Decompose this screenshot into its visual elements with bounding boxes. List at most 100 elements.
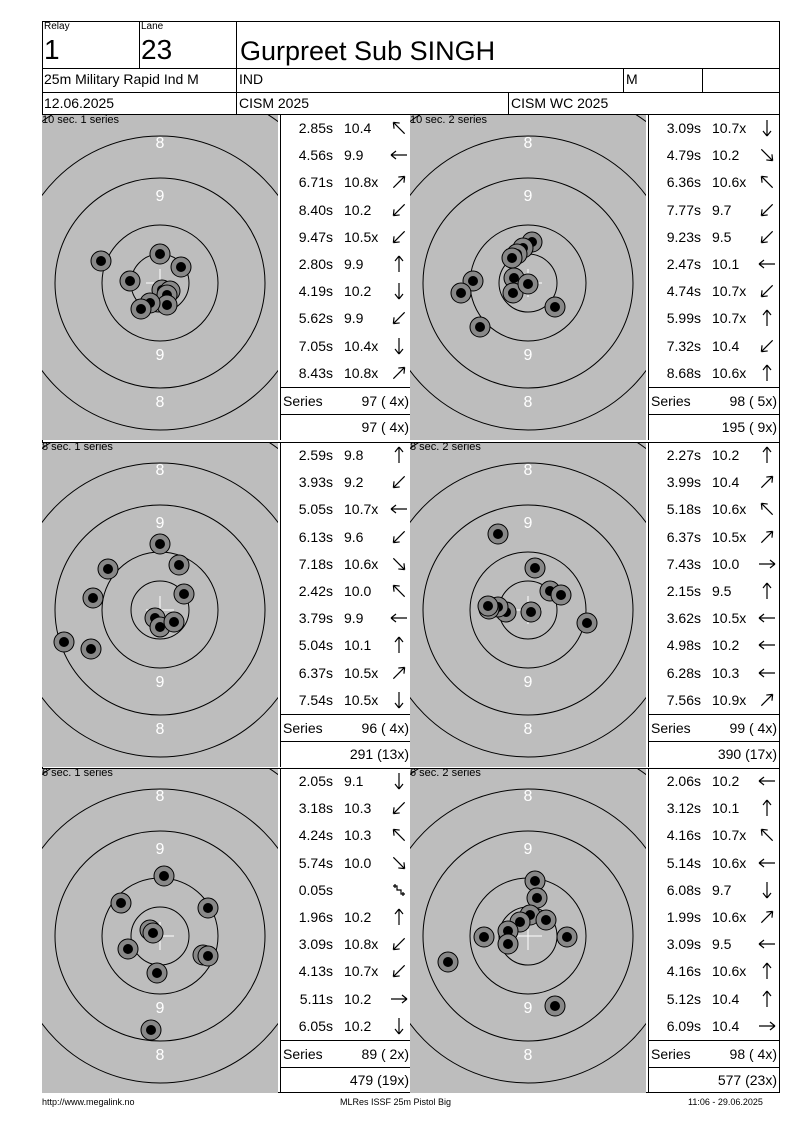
- direction-arrow-icon: [760, 339, 774, 352]
- shot-row: 6.09s 10.4: [657, 1013, 779, 1040]
- direction-arrow-icon: [760, 503, 774, 516]
- shot-time: 6.37s: [666, 528, 701, 545]
- ring-9: [54, 830, 266, 1042]
- ring-8: [42, 462, 278, 758]
- target-panel: 8 9 9 8 10 sec. 2 series: [410, 114, 646, 440]
- shot-time: 7.43s: [666, 555, 701, 572]
- direction-arrow-icon: [392, 829, 406, 842]
- shot-time: 3.09s: [298, 936, 333, 953]
- shot-time: 5.62s: [298, 310, 333, 327]
- ring-label: 8: [524, 394, 533, 411]
- shot-time: 2.05s: [298, 773, 333, 789]
- series-total: 96 ( 4x): [361, 720, 409, 736]
- footer-center: MLRes ISSF 25m Pistol Big: [340, 1097, 452, 1107]
- shot-hit: [544, 995, 566, 1017]
- shot-hit: [524, 870, 546, 892]
- shot-time: 9.47s: [298, 228, 333, 245]
- shot-time: 7.56s: [666, 691, 701, 708]
- target-panel: 8 9 9 8 6 sec. 1 series: [42, 767, 278, 1093]
- shot-row: 7.18s 10.6x: [289, 551, 411, 578]
- direction-arrow-icon: [392, 856, 406, 869]
- shot-score: 10.7x: [712, 310, 747, 327]
- ring-label: 9: [156, 347, 165, 364]
- shot-time: 6.28s: [666, 664, 701, 681]
- shot-row: 6.13s 9.6: [289, 524, 411, 551]
- series-label: Series: [651, 720, 691, 736]
- direction-arrow-icon: [762, 364, 772, 381]
- shot-time: 7.18s: [298, 555, 333, 572]
- header-divider-1: [42, 68, 780, 69]
- running-total: 390 (17x): [717, 746, 777, 763]
- shot-hit: [173, 583, 195, 605]
- shot-score: 10.8x: [344, 936, 379, 953]
- shot-time: 4.24s: [298, 827, 333, 844]
- shot-score: 10.0: [344, 854, 372, 871]
- shot-hit: [149, 533, 171, 555]
- shot-time: 7.05s: [298, 337, 333, 354]
- series-label: Series: [651, 393, 691, 409]
- shot-time: 2.06s: [666, 773, 701, 789]
- shot-time: 9.23s: [666, 228, 701, 245]
- shot-score: 10.6x: [712, 854, 747, 871]
- ring-label: 8: [524, 462, 533, 479]
- direction-arrow-icon: [392, 965, 406, 978]
- shot-hit: [80, 638, 102, 660]
- series-total: 97 ( 4x): [361, 393, 409, 409]
- shot-row: 3.99s 10.4: [657, 469, 779, 496]
- ring-label: 9: [156, 674, 165, 691]
- shot-time: 5.12s: [666, 990, 701, 1007]
- shot-time: 5.11s: [299, 990, 333, 1007]
- target-svg: 8 9 9 8: [410, 768, 646, 1084]
- shot-row: 3.18s 10.3: [289, 795, 411, 822]
- shot-score: 10.6x: [712, 364, 747, 381]
- shot-row: 7.77s 9.7: [657, 197, 779, 224]
- ring-label: 8: [524, 721, 533, 738]
- shot-row: 3.79s 9.9: [289, 605, 411, 632]
- shot-hit: [526, 887, 548, 909]
- direction-arrow-icon: [762, 881, 772, 899]
- shot-row: 2.59s 9.8: [289, 442, 411, 469]
- series-title: 8 sec. 2 series: [410, 441, 481, 453]
- shot-row: 5.99s 10.7x: [657, 305, 779, 332]
- shot-row: 5.12s 10.4: [657, 986, 779, 1013]
- shot-hit: [117, 938, 139, 960]
- shot-row: 7.54s 10.5x: [289, 687, 411, 714]
- shot-hit: [450, 282, 472, 304]
- total-divider: [649, 1067, 779, 1069]
- ring-label: 9: [156, 841, 165, 858]
- shot-time: 1.96s: [298, 909, 333, 925]
- row-divider: [42, 768, 780, 769]
- shot-score: 10.9x: [712, 691, 747, 708]
- direction-arrow-icon: [391, 994, 408, 1004]
- shot-time: 5.18s: [666, 501, 701, 518]
- shot-row: 6.28s 10.3: [657, 660, 779, 687]
- shot-time: 2.27s: [666, 447, 701, 463]
- series-row: Series 89 ( 2x): [281, 1040, 411, 1067]
- direction-arrow-icon: [394, 773, 404, 790]
- ring-8: [410, 135, 646, 431]
- shot-hit: [110, 892, 132, 914]
- shot-score: 10.4: [712, 337, 740, 354]
- shot-time: 4.16s: [666, 963, 701, 980]
- shot-score: 10.6x: [712, 963, 747, 980]
- shot-score: 10.0: [344, 583, 372, 599]
- ring-label: 9: [524, 188, 533, 205]
- shot-time: 6.37s: [298, 664, 333, 681]
- shot-hit: [524, 557, 546, 579]
- shot-time: 2.15s: [666, 583, 701, 599]
- shot-time: 0.05s: [298, 881, 333, 898]
- shot-row: 5.18s 10.6x: [657, 496, 779, 523]
- total-divider: [281, 741, 411, 743]
- shot-score: 10.5x: [712, 528, 747, 545]
- shot-score: 10.2: [344, 990, 372, 1007]
- shot-score: 10.6x: [344, 555, 379, 572]
- shot-score: 9.5: [712, 228, 732, 245]
- shot-score: 10.2: [712, 447, 740, 463]
- direction-arrow-icon: [760, 149, 774, 162]
- shot-time: 2.47s: [666, 256, 701, 272]
- direction-arrow-icon: [762, 990, 772, 1007]
- shot-row: 9.23s 9.5: [657, 224, 779, 251]
- ring-label: 8: [156, 462, 165, 479]
- shot-time: 4.98s: [666, 637, 701, 654]
- direction-arrow-icon: [394, 691, 404, 709]
